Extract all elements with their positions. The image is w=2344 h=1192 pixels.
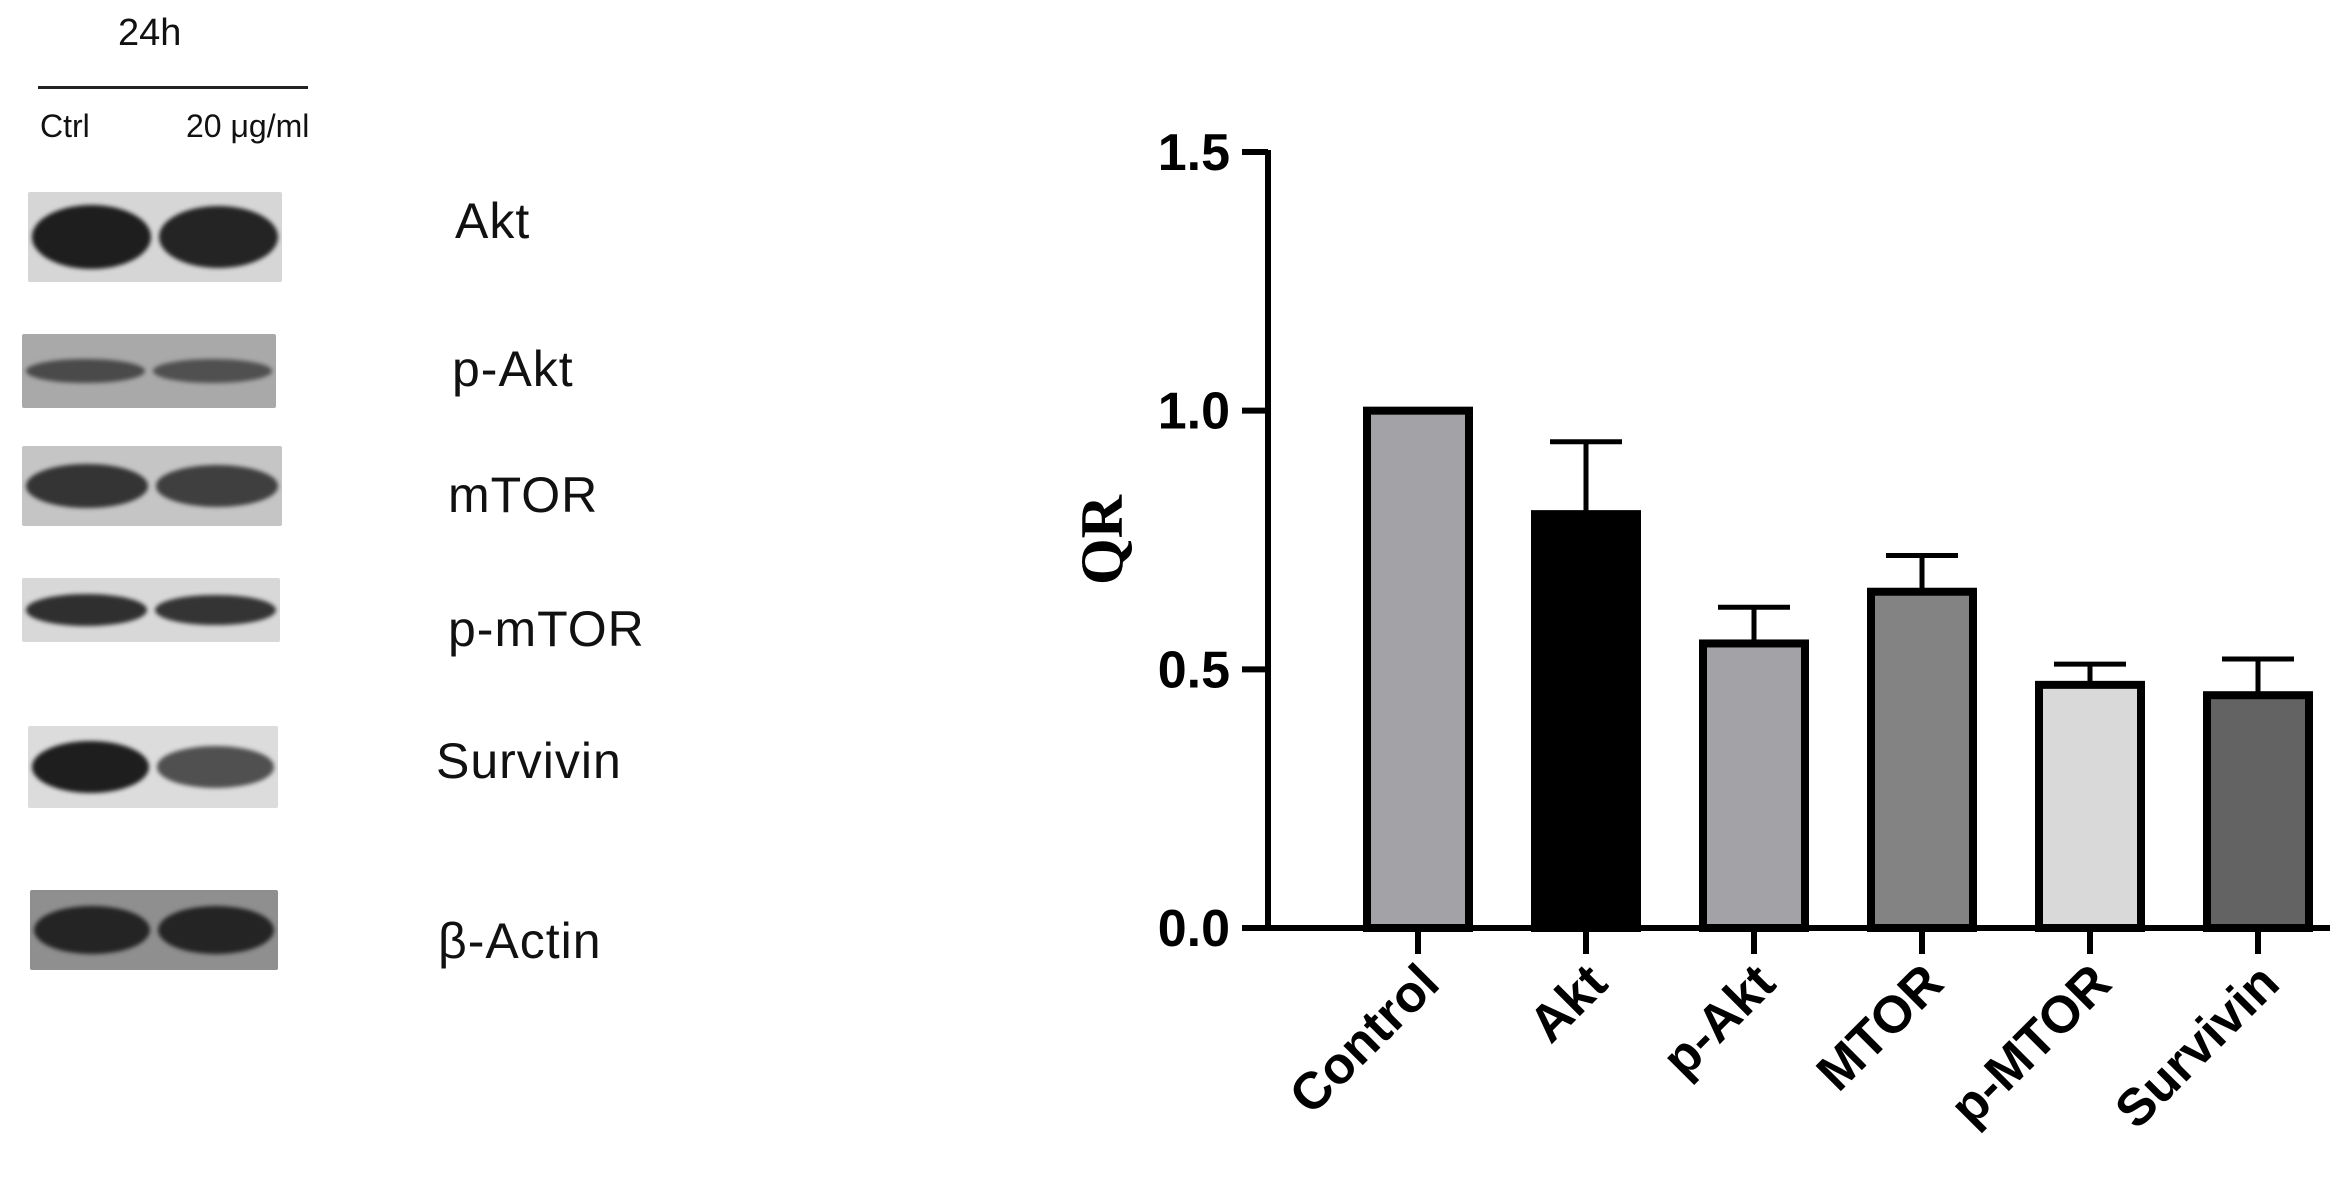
blot-strip-mtor (22, 446, 282, 526)
bar (1363, 406, 1473, 932)
blot-strip-akt (28, 192, 282, 282)
blot-band (25, 358, 146, 384)
bar (1699, 639, 1809, 932)
blot-label-p-akt: p-Akt (452, 341, 574, 397)
x-tick-label: Survivin (2104, 953, 2290, 1139)
blot-band (25, 594, 148, 626)
y-axis-label: QR (1069, 494, 1135, 585)
blot-band (31, 741, 150, 793)
bar (1531, 510, 1641, 932)
condition-label-treatment: 20 μg/ml (186, 108, 310, 144)
blot-band (158, 205, 279, 269)
blot-band (157, 905, 275, 955)
blot-strip-beta-actin (30, 890, 278, 970)
time-point-divider (38, 86, 308, 89)
y-tick-label: 1.5 (1158, 124, 1230, 182)
blot-band (156, 746, 275, 788)
blot-strip-survivin (28, 726, 278, 808)
x-tick-label: Control (1279, 953, 1451, 1125)
blot-band (152, 359, 273, 383)
blot-label-mtor: mTOR (448, 467, 599, 523)
blot-band (154, 594, 277, 626)
blot-band (33, 905, 151, 955)
time-point-label: 24h (118, 12, 182, 54)
blot-band (31, 205, 152, 269)
bar-chart-panel: 0.0 0.5 1.0 1.5 QR Control Akt p-Akt MTOR p-MTOR S… (1000, 60, 2344, 1192)
blot-label-p-mtor: p-mTOR (448, 601, 645, 657)
blot-strip-p-mtor (22, 578, 280, 642)
bar (2035, 680, 2145, 932)
y-tick-label: 0.5 (1158, 641, 1230, 699)
blot-label-akt: Akt (455, 193, 531, 249)
blot-label-beta-actin: β-Actin (438, 913, 602, 969)
bar-chart: 0.0 0.5 1.0 1.5 QR Control Akt p-Akt MTORp-MTORS… (1069, 124, 2330, 1140)
blot-band (155, 465, 279, 507)
blot-band (25, 464, 149, 508)
x-tick-label: Akt (1518, 953, 1618, 1053)
blot-strip-p-akt (22, 334, 276, 408)
x-tick-label: p-Akt (1652, 953, 1787, 1088)
y-tick-label: 0.0 (1158, 900, 1230, 958)
condition-label-ctrl: Ctrl (40, 108, 90, 144)
western-blot-panel: 24h Ctrl 20 μg/ml Akt p-Akt mTOR p-mTOR … (0, 0, 760, 1192)
y-tick-label: 1.0 (1158, 383, 1230, 441)
x-tick-label: MTOR (1806, 953, 1955, 1102)
x-tick-label: p-MTOR (1939, 953, 2122, 1136)
blot-label-survivin: Survivin (436, 733, 622, 789)
bar (1867, 587, 1977, 932)
bar (2203, 691, 2313, 933)
